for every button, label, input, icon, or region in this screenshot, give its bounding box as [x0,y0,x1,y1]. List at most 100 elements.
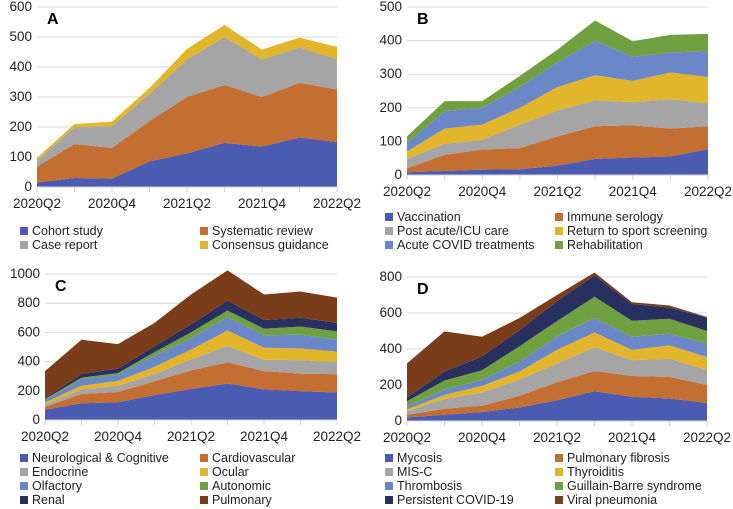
legend-swatch [20,227,28,235]
legend-label: Neurological & Cognitive [32,451,169,465]
legend-label: Thyroiditis [567,465,624,479]
area-neurological-cognitive [45,383,337,420]
legend-item: Consensus guidance [200,238,360,252]
legend-item: Neurological & Cognitive [20,451,200,465]
legend-label: Pulmonary fibrosis [567,451,670,465]
legend-swatch [20,454,28,462]
y-tick-label: 0 [394,167,402,182]
legend-item: Endocrine [20,465,200,479]
y-tick-label: 200 [9,119,32,134]
legend-swatch [200,468,208,476]
legend-C: Neurological & Cognitive Cardiovascular En… [20,451,360,507]
y-tick-label: 0 [394,413,402,428]
area-autonomic [45,310,337,400]
x-tick-label: 2020Q2 [383,184,431,199]
area-return-to-sport-screening [407,72,708,159]
panel-B: 0 100 200 300 400 500 2020Q2 2020Q4 2021Q2 2021Q4… [379,0,732,199]
legend-label: Pulmonary [212,493,272,507]
legend-item: Cardiovascular [200,451,360,465]
x-tick-label: 2021Q2 [533,430,581,445]
y-tick-label: 800 [379,269,402,284]
legend-item: Case report [20,238,200,252]
y-tick-label: 200 [17,383,40,398]
legend-swatch [20,468,28,476]
x-tick-label: 2022Q2 [684,184,732,199]
legend-swatch [385,241,393,249]
legend-swatch [385,227,393,235]
x-tick-label: 2021Q4 [238,196,287,211]
x-tick-label: 2020Q2 [21,429,69,444]
y-tick-label: 200 [379,377,402,392]
x-tick-label: 2020Q2 [13,196,61,211]
y-tick-label: 400 [17,354,40,369]
panel-label: B [417,11,429,28]
legend-label: Systematic review [212,224,313,238]
x-tick-label: 2021Q2 [163,196,211,211]
legend-swatch [385,496,393,504]
legend-item: Pulmonary fibrosis [555,451,725,465]
legend-A: Cohort study Systematic review Case report… [20,224,360,252]
x-tick-label: 2021Q4 [609,184,658,199]
area-cardiovascular [45,362,337,410]
panel-label: C [55,278,67,295]
legend-label: Rehabilitation [567,238,643,252]
y-tick-label: 500 [379,0,402,14]
legend-label: Return to sport screening [567,224,708,238]
x-tick-label: 2020Q4 [458,430,507,445]
legend-item: Return to sport screening [555,224,725,238]
legend-item: Rehabilitation [555,238,725,252]
legend-swatch [200,482,208,490]
panel-C: 0 200 400 600 800 1000 2020Q2 2020Q4 2021Q2 2021Q… [10,266,361,444]
y-tick-label: 300 [9,89,32,104]
legend-label: Renal [32,493,65,507]
legend-swatch [555,468,563,476]
y-tick-label: 500 [9,29,32,44]
legend-label: Mycosis [397,451,443,465]
legend-swatch [385,482,393,490]
legend-item: Persistent COVID-19 [385,493,555,507]
legend-swatch [200,227,208,235]
legend-item: Thyroiditis [555,465,725,479]
legend-label: Consensus guidance [212,238,329,252]
legend-label: Case report [32,238,98,252]
legend-swatch [385,213,393,221]
y-tick-label: 1000 [10,266,40,281]
panel-label: A [47,11,59,28]
x-tick-label: 2022Q2 [313,196,361,211]
legend-label: Cohort study [32,224,103,238]
legend-item: Systematic review [200,224,360,238]
legend-label: Guillain-Barre syndrome [567,479,702,493]
y-tick-label: 0 [24,179,32,194]
panel-D: 0 200 400 600 800 2020Q2 2020Q4 2021Q2 2021Q4 202… [379,269,731,445]
legend-label: Persistent COVID-19 [397,493,514,507]
area-vaccination [407,149,708,175]
legend-label: Olfactory [32,479,83,493]
legend-label: Post acute/ICU care [397,224,509,238]
legend-label: Immune serology [567,210,663,224]
legend-D: Mycosis Pulmonary fibrosis MIS-C Thyroiditi… [385,451,725,507]
legend-label: Ocular [212,465,249,479]
area-renal [45,300,337,400]
legend-swatch [20,482,28,490]
legend-B: Vaccination Immune serology Post acute/ICU… [385,210,725,252]
legend-item: Vaccination [385,210,555,224]
area-rehabilitation [407,20,708,144]
legend-item: Pulmonary [200,493,360,507]
legend-item: Immune serology [555,210,725,224]
legend-swatch [20,496,28,504]
y-tick-label: 300 [379,66,402,81]
area-persistent-covid-19 [407,275,707,402]
y-tick-label: 600 [17,324,40,339]
area-viral-pneumonia [407,272,707,398]
legend-label: Endocrine [32,465,89,479]
legend-swatch [200,454,208,462]
y-tick-label: 800 [17,295,40,310]
legend-item: Ocular [200,465,360,479]
y-tick-label: 400 [9,59,32,74]
x-tick-label: 2020Q4 [88,196,137,211]
legend-item: Viral pneumonia [555,493,725,507]
area-immune-serology [407,125,708,173]
legend-item: Cohort study [20,224,200,238]
x-tick-label: 2021Q4 [240,429,289,444]
